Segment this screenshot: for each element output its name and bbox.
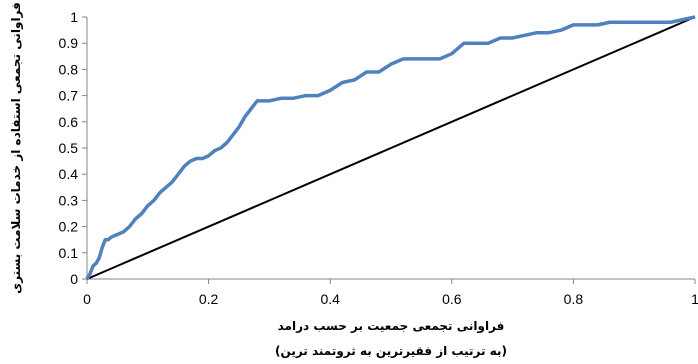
x-tick-labels: 0 0.2 0.4 0.6 0.8 1: [83, 291, 698, 307]
y-tick-label: 0.1: [59, 245, 79, 261]
y-tick-label: 0.8: [59, 61, 79, 77]
x-axis-subtitle: (به ترتیب از فقیرترین به ثروتمند ترین): [275, 344, 507, 359]
y-tick-label: 0: [70, 271, 78, 287]
y-tick-labels: 0 0.1 0.2 0.3 0.4 0.5 0.6 0.7 0.8 0.9 1: [59, 9, 79, 287]
y-tick-label: 0.2: [59, 219, 79, 235]
y-tick-label: 1: [70, 9, 78, 25]
x-tick-label: 1: [691, 291, 698, 307]
concentration-curve-line: [85, 15, 696, 280]
x-axis-title: فراوانی تجمعی جمعیت بر حسب درامد: [278, 319, 505, 334]
y-tick-label: 0.4: [59, 166, 79, 182]
y-tick-label: 0.7: [59, 88, 79, 104]
axes: [82, 16, 696, 284]
x-tick-label: 0: [83, 291, 91, 307]
y-tick-label: 0.5: [59, 140, 79, 156]
y-tick-label: 0.3: [59, 192, 79, 208]
x-tick-label: 0.8: [564, 291, 584, 307]
x-tick-label: 0.4: [320, 291, 340, 307]
y-axis-title: فراوانی تجمعی استفاده از خدمات سلامت بست…: [9, 2, 24, 294]
series-layer: [85, 15, 696, 280]
x-tick-label: 0.2: [199, 291, 219, 307]
y-tick-label: 0.6: [59, 114, 79, 130]
x-tick-label: 0.6: [442, 291, 462, 307]
equality-line: [86, 16, 696, 280]
y-tick-label: 0.9: [59, 35, 79, 51]
